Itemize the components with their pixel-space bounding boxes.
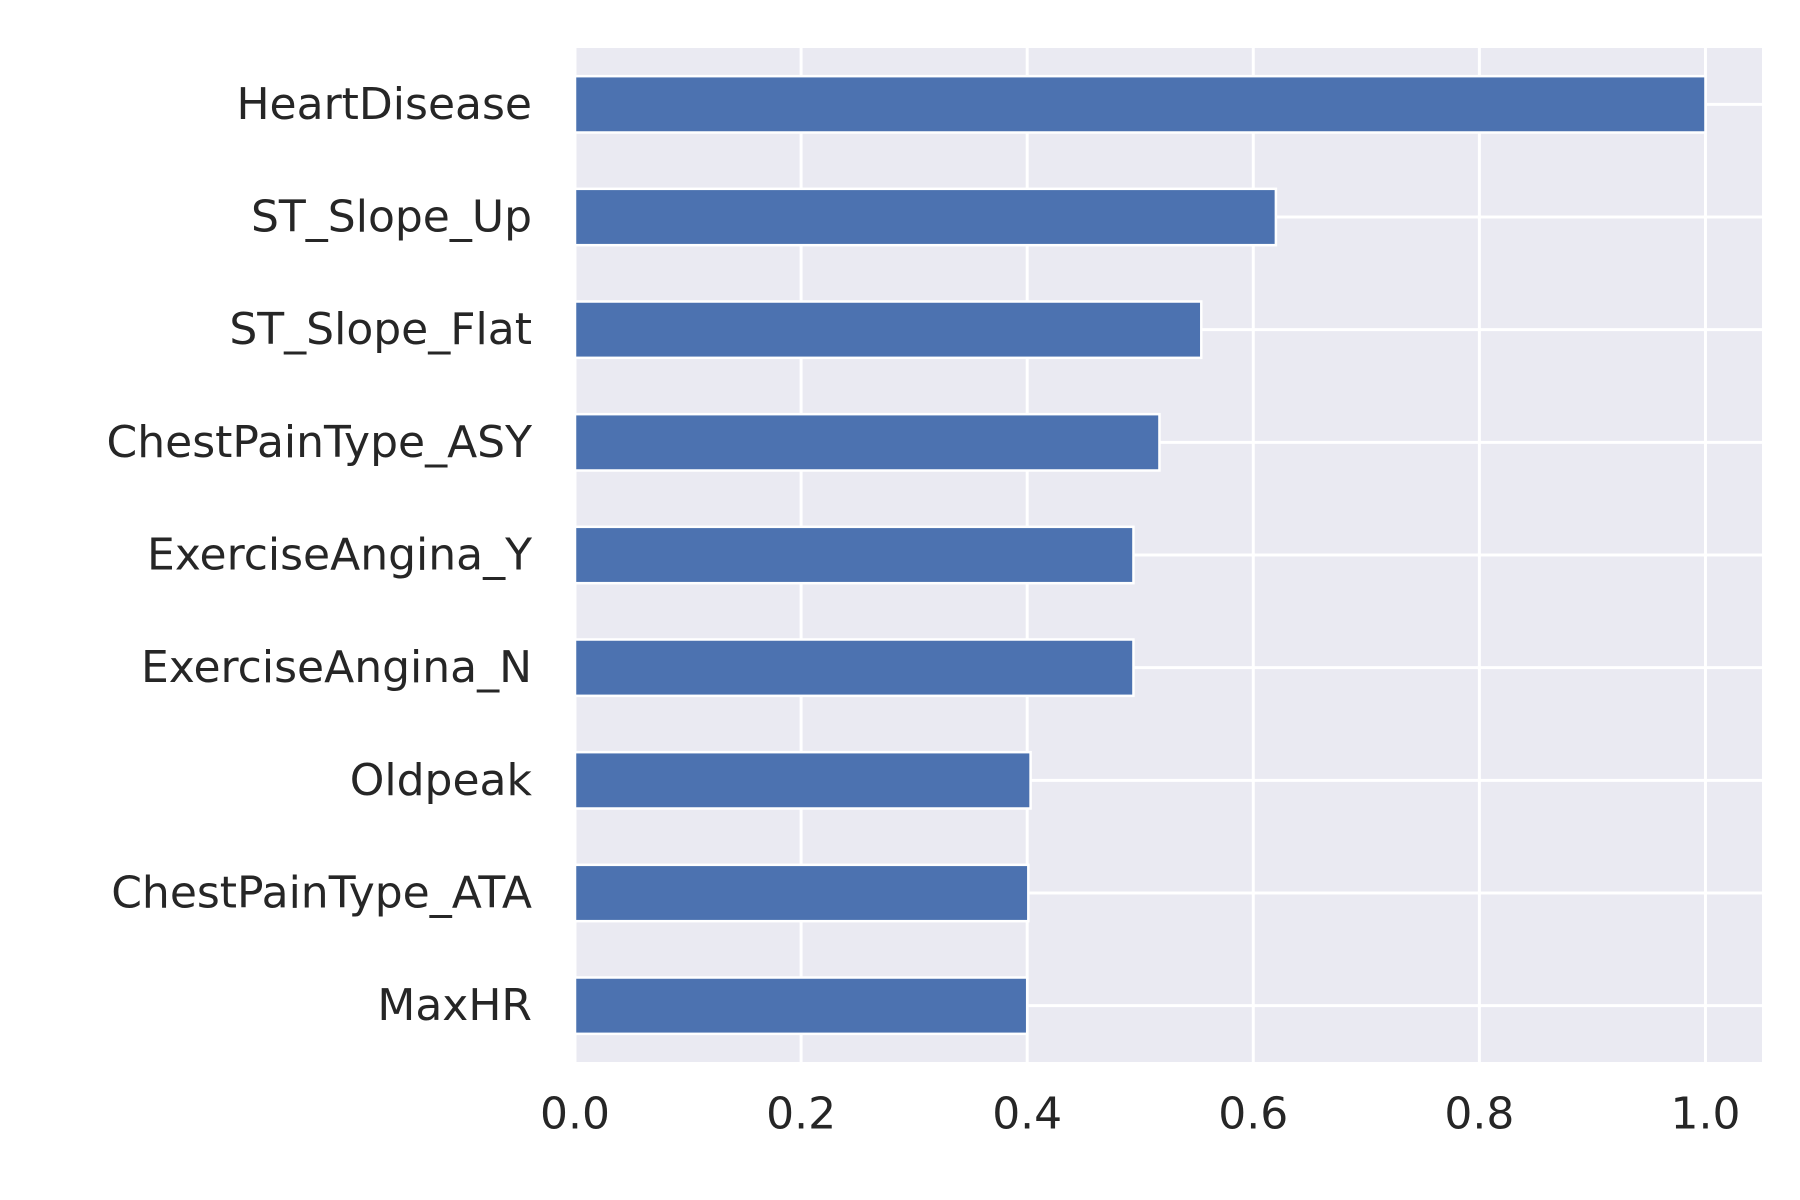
bar-ExerciseAngina_N: [573, 638, 1135, 698]
y-tick-label-ExerciseAngina_N: ExerciseAngina_N: [141, 642, 532, 693]
y-tick-labels: HeartDisease ST_Slope_Up ST_Slope_Flat Ches…: [107, 79, 533, 1031]
bars: [573, 74, 1707, 1036]
x-tick-label-5: 1.0: [1670, 1089, 1740, 1140]
bar-MaxHR: [573, 976, 1029, 1036]
x-tick-label-0: 0.0: [540, 1089, 610, 1140]
bar-ST_Slope_Flat: [573, 300, 1203, 360]
x-tick-labels: 0.0 0.2 0.4 0.6 0.8 1.0: [540, 1089, 1740, 1140]
y-tick-label-ExerciseAngina_Y: ExerciseAngina_Y: [147, 530, 532, 581]
x-tick-label-2: 0.4: [992, 1089, 1062, 1140]
y-tick-label-HeartDisease: HeartDisease: [236, 79, 532, 130]
bar-HeartDisease: [573, 74, 1707, 134]
y-tick-label-Oldpeak: Oldpeak: [350, 755, 533, 806]
y-tick-label-MaxHR: MaxHR: [377, 980, 532, 1031]
y-tick-label-ST_Slope_Up: ST_Slope_Up: [251, 192, 532, 243]
bar-ChestPainType_ASY: [573, 412, 1161, 472]
bar-ChestPainType_ATA: [573, 863, 1030, 923]
y-tick-label-ChestPainType_ATA: ChestPainType_ATA: [111, 868, 532, 919]
bar-Oldpeak: [573, 750, 1032, 810]
x-tick-label-3: 0.6: [1218, 1089, 1288, 1140]
x-tick-label-1: 0.2: [766, 1089, 836, 1140]
bar-ExerciseAngina_Y: [573, 525, 1135, 585]
x-tick-label-4: 0.8: [1444, 1089, 1514, 1140]
bar-ST_Slope_Up: [573, 187, 1278, 247]
y-tick-label-ST_Slope_Flat: ST_Slope_Flat: [229, 304, 532, 355]
y-tick-label-ChestPainType_ASY: ChestPainType_ASY: [107, 417, 533, 468]
